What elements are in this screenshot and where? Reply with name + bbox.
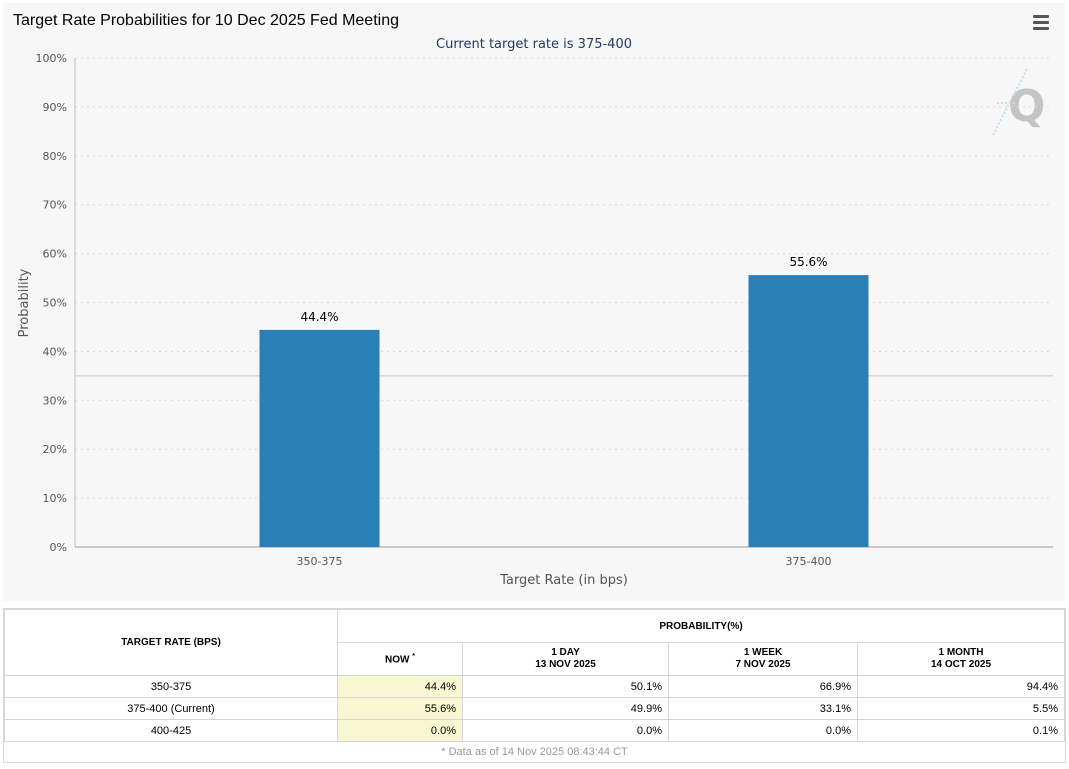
bar-chart: Current target rate is 375-400 Q 0% 10% 20… (17, 37, 1053, 588)
y-tick-label: 0% (50, 541, 67, 554)
month-cell: 94.4% (857, 675, 1065, 698)
bar-data-label: 44.4% (300, 310, 338, 324)
header-1-month: 1 MONTH 14 OCT 2025 (857, 642, 1065, 676)
y-tick-label: 40% (43, 345, 67, 358)
chart-subtitle: Current target rate is 375-400 (436, 37, 632, 52)
day-cell: 0.0% (462, 719, 669, 742)
header-target-rate: TARGET RATE (BPS) (4, 609, 338, 676)
rate-cell: 375-400 (Current) (4, 697, 338, 720)
day-cell: 49.9% (462, 697, 669, 720)
header-1-day: 1 DAY 13 NOV 2025 (462, 642, 669, 676)
y-tick-label: 90% (43, 101, 67, 114)
watermark-logo: Q (992, 68, 1045, 136)
x-tick-label: 375-400 (786, 555, 832, 568)
table-row: 375-400 (Current) 55.6% 49.9% 33.1% 5.5% (4, 697, 1065, 720)
y-tick-label: 80% (43, 150, 67, 163)
week-cell: 66.9% (668, 675, 858, 698)
y-tick-label: 100% (36, 52, 67, 65)
table-row: 400-425 0.0% 0.0% 0.0% 0.1% (4, 719, 1065, 742)
header-now: NOW * (337, 642, 463, 676)
rate-cell: 400-425 (4, 719, 338, 742)
now-cell: 55.6% (337, 697, 463, 720)
y-tick-label: 60% (43, 248, 67, 261)
header-1-week: 1 WEEK 7 NOV 2025 (668, 642, 858, 676)
header-probability: PROBABILITY(%) (337, 609, 1065, 643)
y-tick-label: 30% (43, 394, 67, 407)
x-axis-label: Target Rate (in bps) (499, 573, 628, 588)
chart-panel: Target Rate Probabilities for 10 Dec 202… (3, 3, 1065, 601)
day-cell: 50.1% (462, 675, 669, 698)
bar-data-label: 55.6% (789, 255, 827, 269)
q-logo-icon: Q (1008, 81, 1045, 132)
rate-cell: 350-375 (4, 675, 338, 698)
x-tick-label: 350-375 (297, 555, 343, 568)
week-cell: 0.0% (668, 719, 858, 742)
now-cell: 44.4% (337, 675, 463, 698)
y-tick-label: 20% (43, 443, 67, 456)
table-row: 350-375 44.4% 50.1% 66.9% 94.4% (4, 675, 1065, 698)
month-cell: 5.5% (857, 697, 1065, 720)
chart-title: Target Rate Probabilities for 10 Dec 202… (13, 12, 399, 29)
week-cell: 33.1% (668, 697, 858, 720)
now-cell: 0.0% (337, 719, 463, 742)
table-footnote: * Data as of 14 Nov 2025 08:43:44 CT (4, 741, 1065, 762)
bar-375-400[interactable] (748, 275, 869, 547)
y-tick-label: 50% (43, 297, 67, 310)
y-axis-label: Probability (17, 268, 32, 337)
bar-350-375[interactable] (259, 329, 380, 547)
month-cell: 0.1% (857, 719, 1065, 742)
hamburger-menu-icon[interactable] (1031, 15, 1051, 33)
probability-table: TARGET RATE (BPS) PROBABILITY(%) NOW * 1… (3, 608, 1066, 763)
y-tick-label: 10% (43, 492, 67, 505)
y-tick-label: 70% (43, 199, 67, 212)
